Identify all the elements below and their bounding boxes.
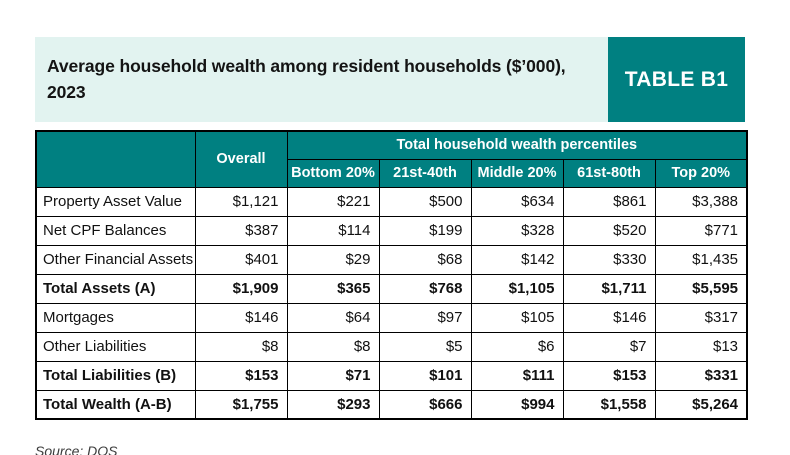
table-row-total-assets: Total Assets (A) $1,909 $365 $768 $1,105…: [35, 273, 748, 304]
table-row: Other Liabilities $8 $8 $5 $6 $7 $13: [35, 331, 748, 362]
cell-value: $520: [562, 215, 656, 246]
cell-value: $317: [654, 302, 748, 333]
cell-value: $365: [286, 273, 380, 304]
row-label: Total Assets (A): [35, 273, 196, 304]
cell-value: $71: [286, 360, 380, 391]
cell-value: $101: [378, 360, 472, 391]
cell-value: $331: [654, 360, 748, 391]
cell-value: $1,105: [470, 273, 564, 304]
cell-value: $328: [470, 215, 564, 246]
cell-value: $6: [470, 331, 564, 362]
cell-value: $146: [194, 302, 288, 333]
col-header-bottom20: Bottom 20%: [286, 158, 380, 188]
row-label: Total Liabilities (B): [35, 360, 196, 391]
cell-value: $68: [378, 244, 472, 275]
cell-value: $3,388: [654, 186, 748, 217]
source-note: Source: DOS: [35, 443, 118, 455]
cell-value: $5: [378, 331, 472, 362]
cell-value: $105: [470, 302, 564, 333]
header-row-1: Overall Total household wealth percentil…: [35, 130, 748, 188]
table-row: Property Asset Value $1,121 $221 $500 $6…: [35, 186, 748, 217]
cell-value: $330: [562, 244, 656, 275]
cell-value: $401: [194, 244, 288, 275]
col-header-61st-80th: 61st-80th: [562, 158, 656, 188]
cell-value: $293: [286, 389, 380, 420]
cell-value: $64: [286, 302, 380, 333]
cell-value: $146: [562, 302, 656, 333]
row-label: Other Financial Assets: [35, 244, 196, 275]
table-row-total-liabilities: Total Liabilities (B) $153 $71 $101 $111…: [35, 360, 748, 391]
cell-value: $666: [378, 389, 472, 420]
row-label: Mortgages: [35, 302, 196, 333]
cell-value: $13: [654, 331, 748, 362]
cell-value: $1,711: [562, 273, 656, 304]
row-label: Property Asset Value: [35, 186, 196, 217]
cell-value: $861: [562, 186, 656, 217]
row-label: Other Liabilities: [35, 331, 196, 362]
page-title: Average household wealth among resident …: [47, 56, 566, 102]
row-label: Total Wealth (A-B): [35, 389, 196, 420]
col-header-middle20: Middle 20%: [470, 158, 564, 188]
cell-value: $199: [378, 215, 472, 246]
cell-value: $29: [286, 244, 380, 275]
cell-value: $153: [194, 360, 288, 391]
cell-value: $500: [378, 186, 472, 217]
table-row: Other Financial Assets $401 $29 $68 $142…: [35, 244, 748, 275]
row-label: Net CPF Balances: [35, 215, 196, 246]
table-badge: TABLE B1: [608, 37, 745, 122]
corner-cell: [35, 130, 196, 188]
cell-value: $994: [470, 389, 564, 420]
cell-value: $768: [378, 273, 472, 304]
table-row: Net CPF Balances $387 $114 $199 $328 $52…: [35, 215, 748, 246]
cell-value: $111: [470, 360, 564, 391]
cell-value: $142: [470, 244, 564, 275]
table-row: Mortgages $146 $64 $97 $105 $146 $317: [35, 302, 748, 333]
cell-value: $1,121: [194, 186, 288, 217]
cell-value: $1,909: [194, 273, 288, 304]
cell-value: $1,755: [194, 389, 288, 420]
col-header-21st-40th: 21st-40th: [378, 158, 472, 188]
cell-value: $153: [562, 360, 656, 391]
col-header-top20: Top 20%: [654, 158, 748, 188]
title-band: Average household wealth among resident …: [35, 37, 745, 122]
cell-value: $8: [286, 331, 380, 362]
cell-value: $634: [470, 186, 564, 217]
percentiles-group-header: Total household wealth percentiles: [286, 130, 748, 160]
cell-value: $5,595: [654, 273, 748, 304]
cell-value: $8: [194, 331, 288, 362]
header-row-2: Bottom 20% 21st-40th Middle 20% 61st-80t…: [36, 158, 748, 188]
cell-value: $114: [286, 215, 380, 246]
cell-value: $1,435: [654, 244, 748, 275]
wealth-table: Overall Total household wealth percentil…: [35, 130, 749, 420]
cell-value: $5,264: [654, 389, 748, 420]
cell-value: $97: [378, 302, 472, 333]
cell-value: $387: [194, 215, 288, 246]
cell-value: $1,558: [562, 389, 656, 420]
table-row-total-wealth: Total Wealth (A-B) $1,755 $293 $666 $994…: [35, 389, 748, 420]
cell-value: $771: [654, 215, 748, 246]
cell-value: $7: [562, 331, 656, 362]
cell-value: $221: [286, 186, 380, 217]
overall-header: Overall: [194, 130, 288, 188]
